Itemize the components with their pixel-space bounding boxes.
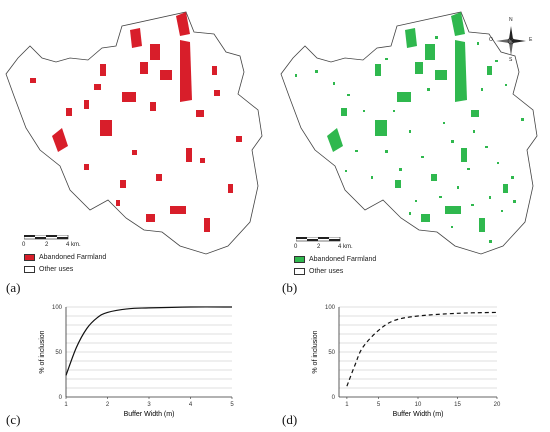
chart-c-grid: [66, 306, 232, 389]
legend-item-abandoned-b: Abandoned Farmland: [294, 256, 376, 263]
chart-c-series: [65, 306, 233, 376]
chart-d-xlabel: Buffer Width (m): [393, 411, 444, 418]
chart-c-ticks: 0 50 100 1 2 3 4 5: [52, 305, 234, 408]
legend-item-other-b: Other uses: [294, 268, 343, 275]
panel-label-d: (d): [282, 412, 298, 427]
x-tick-label: 5: [377, 402, 381, 408]
legend-swatch-white: [24, 266, 35, 273]
inclusion-curve: [346, 311, 498, 387]
scale-label-b-0: 0: [294, 244, 298, 250]
map-a-outline: [5, 11, 263, 255]
legend-item-other-a: Other uses: [24, 266, 73, 273]
legend-item-abandoned-a: Abandoned Farmland: [24, 254, 106, 261]
chart-d-grid: [339, 306, 497, 389]
scale-label-2: 2: [45, 242, 49, 248]
x-tick-label: 15: [454, 402, 461, 408]
y-tick-label: 50: [328, 350, 335, 356]
y-tick-label: 100: [325, 305, 336, 311]
panel-label-a: (a): [6, 280, 21, 295]
map-b-scatter: [295, 36, 524, 243]
y-tick-label: 100: [52, 305, 63, 311]
scale-label-0: 0: [22, 242, 26, 248]
compass-s: S: [509, 57, 513, 63]
legend-label-abandoned-b: Abandoned Farmland: [309, 256, 377, 263]
y-tick-label: 50: [55, 350, 62, 356]
map-b: [280, 11, 538, 255]
y-tick-label: 0: [332, 395, 336, 401]
scale-label-b-4: 4 km.: [338, 244, 353, 250]
x-tick-label: 2: [106, 402, 110, 408]
legend-swatch-white-b: [294, 268, 305, 275]
chart-c-xlabel: Buffer Width (m): [124, 411, 175, 418]
compass-n: N: [509, 17, 513, 23]
map-a: [5, 11, 263, 255]
y-tick-label: 0: [59, 395, 63, 401]
panel-label-c: (c): [6, 412, 21, 427]
panel-label-b: (b): [282, 280, 298, 295]
map-a-patches: [30, 12, 242, 232]
chart-d-series: [346, 311, 498, 387]
chart-c-ylabel: % of inclusion: [39, 330, 46, 373]
x-tick-label: 4: [189, 402, 193, 408]
x-tick-label: 5: [230, 402, 234, 408]
compass-o: O: [489, 37, 493, 43]
x-tick-label: 20: [494, 402, 501, 408]
x-tick-label: 3: [147, 402, 151, 408]
chart-c: 0 50 100 1 2 3 4 5 Buffer Width (m) % of inclus…: [39, 305, 234, 418]
x-tick-label: 1: [345, 402, 349, 408]
inclusion-curve: [65, 306, 233, 376]
legend-label-other-b: Other uses: [309, 268, 344, 275]
legend-label-abandoned-a: Abandoned Farmland: [39, 254, 107, 261]
chart-d-ylabel: % of inclusion: [312, 330, 319, 373]
scale-label-b-2: 2: [317, 244, 321, 250]
compass-e: E: [529, 37, 533, 43]
scale-label-4: 4 km.: [66, 242, 81, 248]
legend-label-other-a: Other uses: [39, 266, 74, 273]
compass-rose-icon: [496, 26, 526, 56]
legend-swatch-green: [294, 256, 305, 263]
x-tick-label: 10: [415, 402, 422, 408]
x-tick-label: 1: [64, 402, 68, 408]
map-b-patches: [327, 12, 508, 232]
legend-swatch-red: [24, 254, 35, 261]
